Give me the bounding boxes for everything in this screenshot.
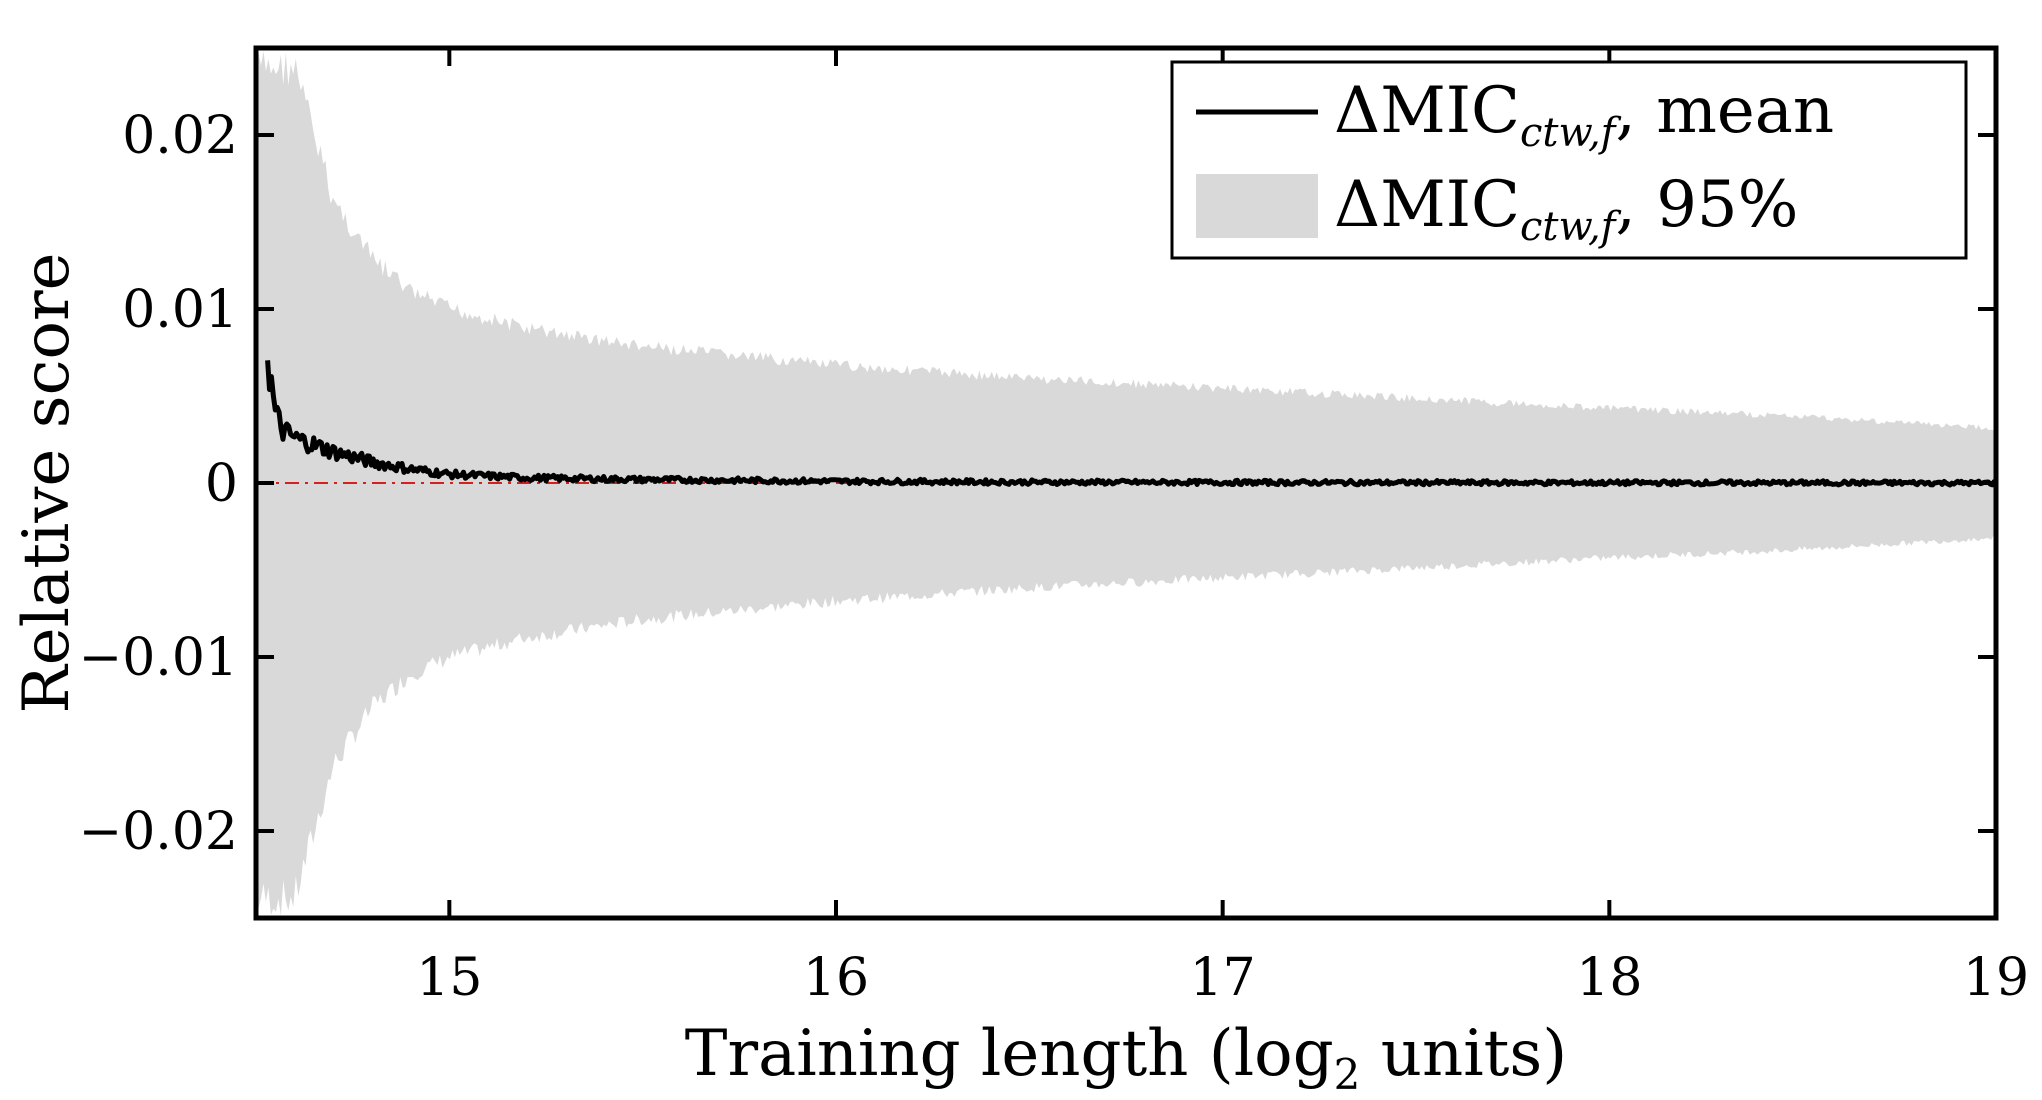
plot-frame — [253, 45, 1999, 921]
y-tick-label: 0 — [205, 454, 238, 514]
x-tick-label: 17 — [1190, 948, 1256, 1008]
legend-mean-sub: ctw,f — [1520, 110, 1622, 156]
y-axis-title: Relative score — [10, 253, 84, 714]
x-axis-title-subscript: 2 — [1334, 1050, 1361, 1099]
legend-entry-band: ΔMICctw,f, 95% — [1334, 168, 1798, 250]
y-tick-label: 0.02 — [122, 106, 238, 166]
legend-entry-mean: ΔMICctw,f, mean — [1334, 74, 1834, 156]
legend-mean-suffix: , mean — [1616, 74, 1835, 148]
axis-tick-labels: 15 16 17 18 19 −0.02 −0.01 0 0.01 0.02 — [79, 106, 2029, 1008]
x-tick-label: 18 — [1576, 948, 1642, 1008]
y-tick-label: −0.01 — [79, 628, 238, 688]
x-axis-title-main: Training length (log — [685, 1017, 1334, 1091]
legend-mean-main: ΔMIC — [1334, 74, 1520, 148]
legend-band-main: ΔMIC — [1334, 168, 1520, 242]
legend: ΔMICctw,f, mean ΔMICctw,f, 95% — [1170, 60, 1968, 260]
x-axis-title-suffix: units) — [1360, 1017, 1567, 1091]
mean-line — [265, 360, 1996, 488]
y-tick-label: 0.01 — [122, 280, 238, 340]
y-tick-label: −0.02 — [79, 802, 238, 862]
legend-band-swatch — [1196, 174, 1318, 238]
x-axis-title: Training length (log2 units) — [685, 1017, 1567, 1099]
x-tick-label: 19 — [1963, 948, 2029, 1008]
x-tick-label: 15 — [416, 948, 482, 1008]
legend-band-sub: ctw,f — [1520, 204, 1622, 250]
legend-band-suffix: , 95% — [1616, 168, 1799, 242]
x-tick-label: 16 — [803, 948, 869, 1008]
